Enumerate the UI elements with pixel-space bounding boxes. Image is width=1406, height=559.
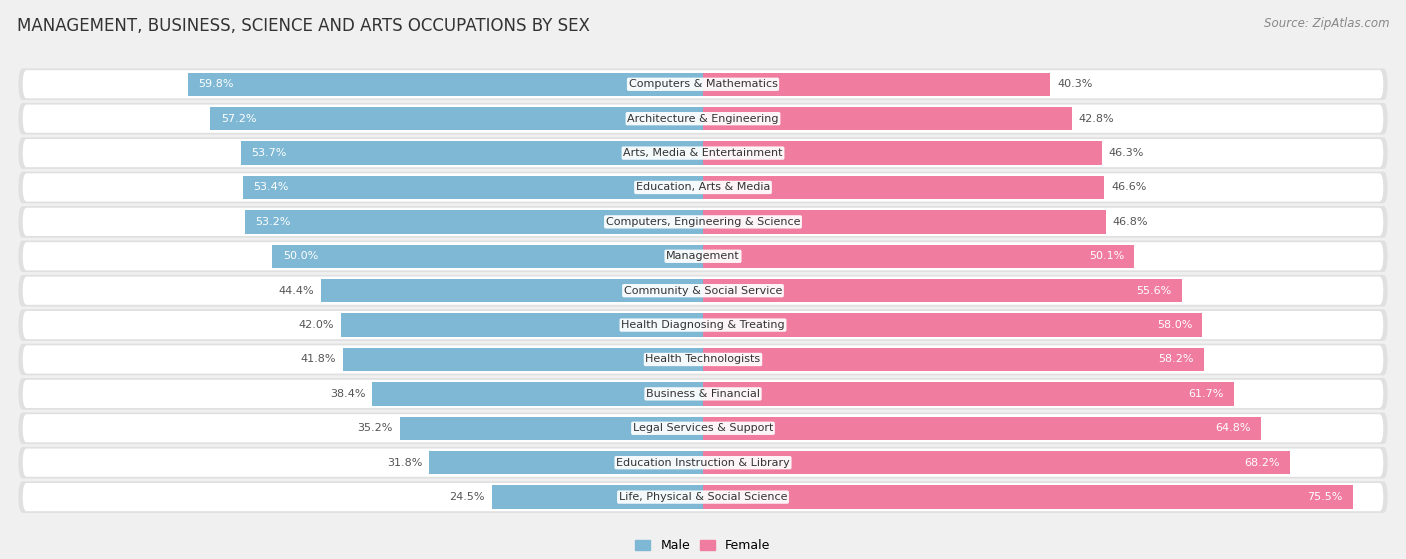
FancyBboxPatch shape bbox=[18, 344, 1388, 375]
Bar bbox=[703, 485, 1353, 509]
Bar bbox=[399, 416, 703, 440]
Bar bbox=[240, 141, 703, 165]
Text: MANAGEMENT, BUSINESS, SCIENCE AND ARTS OCCUPATIONS BY SEX: MANAGEMENT, BUSINESS, SCIENCE AND ARTS O… bbox=[17, 17, 589, 35]
Bar bbox=[245, 210, 703, 234]
Text: Computers & Mathematics: Computers & Mathematics bbox=[628, 79, 778, 89]
Bar bbox=[703, 176, 1104, 199]
FancyBboxPatch shape bbox=[22, 483, 1384, 511]
Text: Community & Social Service: Community & Social Service bbox=[624, 286, 782, 296]
Text: 44.4%: 44.4% bbox=[278, 286, 314, 296]
FancyBboxPatch shape bbox=[18, 481, 1388, 513]
FancyBboxPatch shape bbox=[22, 70, 1384, 98]
Text: Education, Arts & Media: Education, Arts & Media bbox=[636, 182, 770, 192]
Text: 42.0%: 42.0% bbox=[299, 320, 335, 330]
Bar bbox=[321, 279, 703, 302]
FancyBboxPatch shape bbox=[22, 173, 1384, 202]
FancyBboxPatch shape bbox=[22, 105, 1384, 133]
Text: 58.2%: 58.2% bbox=[1159, 354, 1194, 364]
FancyBboxPatch shape bbox=[18, 413, 1388, 444]
Bar bbox=[492, 485, 703, 509]
Bar bbox=[703, 73, 1050, 96]
Text: 53.2%: 53.2% bbox=[256, 217, 291, 227]
Text: 50.1%: 50.1% bbox=[1088, 252, 1125, 261]
Bar bbox=[703, 107, 1071, 130]
FancyBboxPatch shape bbox=[18, 68, 1388, 100]
Text: 35.2%: 35.2% bbox=[357, 423, 392, 433]
Text: 38.4%: 38.4% bbox=[330, 389, 366, 399]
Text: 68.2%: 68.2% bbox=[1244, 458, 1279, 468]
Bar bbox=[373, 382, 703, 406]
Text: 53.7%: 53.7% bbox=[250, 148, 287, 158]
Text: Source: ZipAtlas.com: Source: ZipAtlas.com bbox=[1264, 17, 1389, 30]
FancyBboxPatch shape bbox=[18, 206, 1388, 238]
Bar bbox=[342, 314, 703, 337]
Text: Arts, Media & Entertainment: Arts, Media & Entertainment bbox=[623, 148, 783, 158]
Bar bbox=[273, 245, 703, 268]
FancyBboxPatch shape bbox=[22, 448, 1384, 477]
Text: 31.8%: 31.8% bbox=[387, 458, 422, 468]
FancyBboxPatch shape bbox=[18, 240, 1388, 272]
FancyBboxPatch shape bbox=[22, 345, 1384, 373]
Bar bbox=[703, 416, 1261, 440]
Bar bbox=[703, 314, 1202, 337]
Text: 46.3%: 46.3% bbox=[1108, 148, 1144, 158]
FancyBboxPatch shape bbox=[18, 309, 1388, 341]
Bar bbox=[343, 348, 703, 371]
Text: 41.8%: 41.8% bbox=[301, 354, 336, 364]
Text: Health Diagnosing & Treating: Health Diagnosing & Treating bbox=[621, 320, 785, 330]
FancyBboxPatch shape bbox=[18, 138, 1388, 169]
Bar bbox=[429, 451, 703, 475]
FancyBboxPatch shape bbox=[18, 103, 1388, 135]
Text: 50.0%: 50.0% bbox=[283, 252, 318, 261]
FancyBboxPatch shape bbox=[18, 447, 1388, 479]
FancyBboxPatch shape bbox=[18, 172, 1388, 203]
Text: Life, Physical & Social Science: Life, Physical & Social Science bbox=[619, 492, 787, 502]
Text: 24.5%: 24.5% bbox=[450, 492, 485, 502]
FancyBboxPatch shape bbox=[22, 380, 1384, 408]
Text: 55.6%: 55.6% bbox=[1136, 286, 1171, 296]
FancyBboxPatch shape bbox=[22, 277, 1384, 305]
Text: 64.8%: 64.8% bbox=[1215, 423, 1251, 433]
FancyBboxPatch shape bbox=[22, 242, 1384, 271]
FancyBboxPatch shape bbox=[22, 208, 1384, 236]
Text: Management: Management bbox=[666, 252, 740, 261]
Text: Business & Financial: Business & Financial bbox=[645, 389, 761, 399]
Bar bbox=[211, 107, 703, 130]
Text: 61.7%: 61.7% bbox=[1188, 389, 1225, 399]
Text: Computers, Engineering & Science: Computers, Engineering & Science bbox=[606, 217, 800, 227]
Text: 59.8%: 59.8% bbox=[198, 79, 233, 89]
Bar bbox=[703, 348, 1204, 371]
FancyBboxPatch shape bbox=[22, 311, 1384, 339]
Text: Health Technologists: Health Technologists bbox=[645, 354, 761, 364]
Bar bbox=[703, 382, 1234, 406]
Bar bbox=[188, 73, 703, 96]
Legend: Male, Female: Male, Female bbox=[630, 534, 776, 557]
Bar bbox=[703, 141, 1102, 165]
Text: Architecture & Engineering: Architecture & Engineering bbox=[627, 113, 779, 124]
FancyBboxPatch shape bbox=[18, 275, 1388, 306]
Bar bbox=[703, 451, 1291, 475]
Bar bbox=[243, 176, 703, 199]
Bar bbox=[703, 210, 1107, 234]
Text: Legal Services & Support: Legal Services & Support bbox=[633, 423, 773, 433]
FancyBboxPatch shape bbox=[22, 414, 1384, 442]
Text: 42.8%: 42.8% bbox=[1078, 113, 1114, 124]
Text: 46.8%: 46.8% bbox=[1114, 217, 1149, 227]
FancyBboxPatch shape bbox=[18, 378, 1388, 410]
Text: 46.6%: 46.6% bbox=[1111, 182, 1146, 192]
Text: Education Instruction & Library: Education Instruction & Library bbox=[616, 458, 790, 468]
Text: 40.3%: 40.3% bbox=[1057, 79, 1092, 89]
Bar bbox=[703, 245, 1135, 268]
Text: 53.4%: 53.4% bbox=[253, 182, 288, 192]
FancyBboxPatch shape bbox=[22, 139, 1384, 167]
Text: 57.2%: 57.2% bbox=[221, 113, 256, 124]
Text: 75.5%: 75.5% bbox=[1308, 492, 1343, 502]
Text: 58.0%: 58.0% bbox=[1157, 320, 1192, 330]
Bar bbox=[703, 279, 1182, 302]
